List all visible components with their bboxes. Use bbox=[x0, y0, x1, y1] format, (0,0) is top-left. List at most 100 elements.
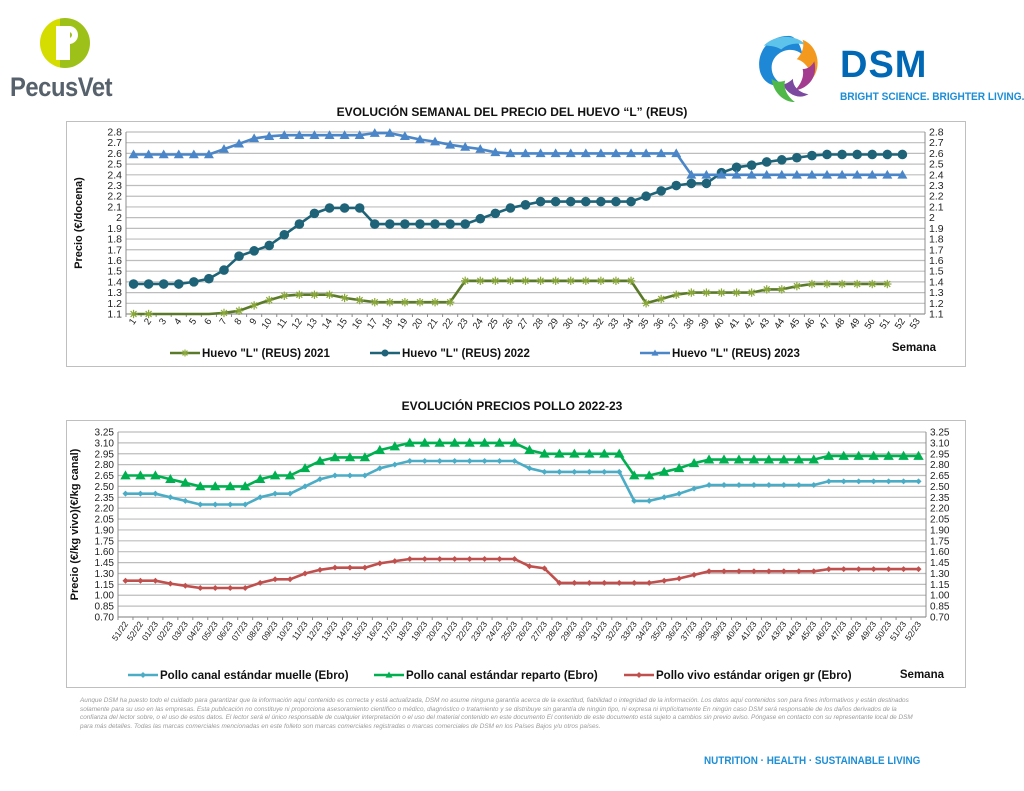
data-point bbox=[254, 473, 266, 484]
data-point bbox=[249, 133, 260, 143]
y-tick-label-left: 2 bbox=[116, 212, 122, 224]
data-point bbox=[688, 457, 700, 468]
y-tick-label-left: 2.3 bbox=[107, 180, 122, 192]
x-tick-label: 10 bbox=[260, 316, 275, 331]
data-point bbox=[686, 169, 697, 179]
data-point bbox=[415, 298, 425, 307]
data-point bbox=[464, 437, 475, 447]
data-point bbox=[376, 465, 383, 472]
series-2 bbox=[128, 149, 908, 289]
x-tick-label: 8 bbox=[232, 316, 244, 327]
egg-chart-title: EVOLUCIÓN SEMANAL DEL PRECIO DEL HUEVO “… bbox=[336, 105, 688, 119]
data-point bbox=[490, 147, 501, 157]
x-tick-label: 49 bbox=[848, 316, 863, 331]
x-tick-label: 50 bbox=[863, 316, 878, 331]
data-point bbox=[406, 458, 413, 465]
data-point bbox=[460, 141, 471, 151]
legend-label: Huevo "L" (REUS) 2021 bbox=[202, 348, 330, 360]
x-tick-label: 6 bbox=[202, 316, 214, 327]
data-point bbox=[535, 148, 546, 158]
data-point bbox=[219, 308, 229, 318]
legend-label: Pollo vivo estándar origen gr (Ebro) bbox=[656, 670, 852, 682]
data-point bbox=[631, 497, 638, 504]
data-point bbox=[188, 149, 199, 159]
data-point bbox=[915, 566, 922, 573]
x-tick-label: 12 bbox=[290, 316, 305, 331]
data-point bbox=[331, 564, 338, 571]
legend-marker bbox=[381, 349, 389, 357]
data-point bbox=[521, 276, 530, 286]
y-tick-label-right: 2.65 bbox=[930, 471, 950, 482]
y-tick-label-right: 3.25 bbox=[930, 428, 950, 439]
series-3 bbox=[128, 128, 908, 179]
legend-item: Huevo "L" (REUS) 2022 bbox=[370, 348, 530, 360]
data-point bbox=[317, 476, 323, 483]
x-tick-label: 31 bbox=[576, 316, 591, 331]
x-tick-label: 2 bbox=[142, 316, 154, 327]
x-tick-label: 20 bbox=[410, 316, 425, 331]
data-point bbox=[550, 148, 561, 158]
x-tick-label: 52/23 bbox=[903, 619, 924, 642]
data-point bbox=[280, 291, 289, 300]
x-tick-label: 3 bbox=[157, 316, 169, 327]
x-tick-label: 53 bbox=[908, 316, 923, 331]
data-point bbox=[210, 481, 221, 491]
data-point bbox=[264, 131, 275, 141]
data-point bbox=[294, 130, 305, 139]
x-tick-label: 35 bbox=[636, 316, 651, 331]
data-point bbox=[661, 577, 668, 584]
data-point bbox=[324, 130, 335, 139]
data-point bbox=[718, 454, 730, 464]
x-tick-label: 9 bbox=[248, 316, 260, 327]
data-point bbox=[795, 568, 802, 575]
x-tick-label: 1 bbox=[127, 316, 139, 327]
data-point bbox=[822, 149, 832, 160]
y-tick-label-left: 1.7 bbox=[107, 244, 122, 256]
data-point bbox=[490, 208, 501, 219]
data-point bbox=[340, 293, 349, 303]
y-tick-label-right: 0.70 bbox=[930, 613, 950, 624]
data-point bbox=[765, 481, 772, 488]
legend-marker bbox=[385, 671, 393, 678]
data-point bbox=[309, 208, 320, 219]
data-point bbox=[234, 251, 244, 261]
data-point bbox=[511, 458, 518, 465]
data-point bbox=[776, 155, 787, 165]
dsm-logo: DSM BRIGHT SCIENCE. BRIGHTER LIVING. bbox=[752, 28, 1024, 108]
footer-tagline: NUTRITION · HEALTH · SUSTAINABLE LIVING bbox=[704, 755, 921, 767]
data-point bbox=[391, 461, 398, 468]
data-point bbox=[626, 148, 637, 158]
data-point bbox=[838, 450, 849, 460]
legend-label: Huevo "L" (REUS) 2022 bbox=[402, 348, 530, 360]
data-point bbox=[346, 564, 353, 571]
data-point bbox=[611, 196, 621, 207]
y-tick-label-left: 0.85 bbox=[95, 602, 115, 613]
data-point bbox=[658, 466, 670, 476]
legend-item: Pollo canal estándar muelle (Ebro) bbox=[128, 670, 349, 682]
data-point bbox=[746, 169, 757, 179]
data-point bbox=[234, 306, 244, 315]
data-point bbox=[822, 279, 832, 289]
data-point bbox=[656, 148, 667, 158]
data-point bbox=[460, 276, 470, 286]
data-point bbox=[354, 203, 365, 213]
y-tick-label-left: 1.90 bbox=[95, 525, 115, 536]
data-point bbox=[762, 285, 771, 294]
data-point bbox=[626, 196, 636, 207]
pecusvet-p-bowl bbox=[63, 26, 78, 44]
y-tick-label-right: 2 bbox=[929, 212, 935, 224]
data-point bbox=[195, 481, 206, 491]
data-point bbox=[750, 568, 757, 575]
x-tick-label: 13 bbox=[305, 316, 320, 331]
series-3 bbox=[122, 555, 922, 591]
data-point bbox=[840, 566, 847, 573]
y-tick-label-left: 1.60 bbox=[95, 547, 115, 558]
x-tick-label: 7 bbox=[217, 316, 229, 327]
y-tick-label-right: 2.5 bbox=[929, 159, 944, 171]
y-tick-label-right: 2.6 bbox=[929, 148, 944, 160]
x-tick-label: 30 bbox=[561, 316, 576, 331]
data-point bbox=[822, 169, 833, 179]
data-point bbox=[520, 200, 531, 210]
data-point bbox=[481, 555, 488, 562]
y-axis-label: Precio (€/kg vivo)(€/kg canal) bbox=[69, 448, 81, 600]
